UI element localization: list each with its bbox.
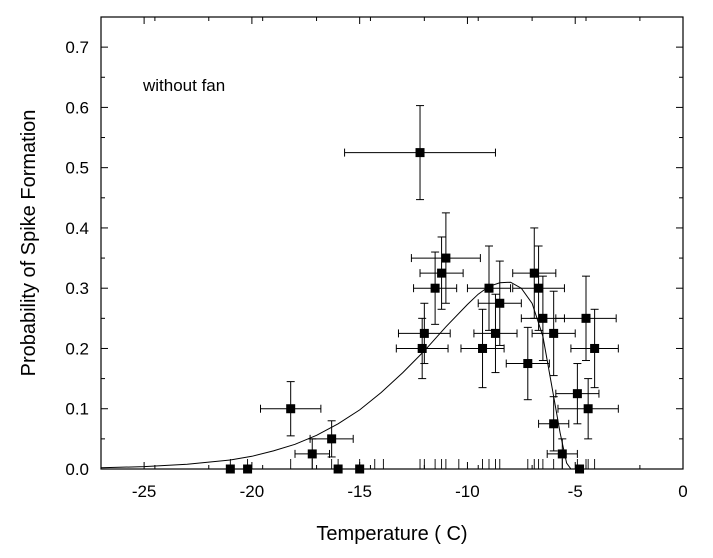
- data-point: [581, 313, 591, 323]
- data-point: [333, 464, 343, 474]
- x-tick-label: -10: [455, 482, 480, 501]
- y-tick-label: 0.3: [65, 279, 89, 298]
- data-point: [575, 464, 585, 474]
- y-axis-title: Probability of Spike Formation: [18, 110, 40, 377]
- data-point: [495, 298, 505, 308]
- y-tick-label: 0.2: [65, 339, 89, 358]
- y-tick-label: 0.1: [65, 400, 89, 419]
- data-point: [549, 419, 559, 429]
- data-point: [478, 343, 488, 353]
- data-point: [307, 449, 317, 459]
- data-markers: [225, 148, 600, 474]
- x-tick-label: -25: [132, 482, 157, 501]
- data-point: [225, 464, 235, 474]
- data-point: [415, 148, 425, 158]
- y-tick-label: 0.5: [65, 159, 89, 178]
- data-point: [590, 343, 600, 353]
- data-point: [534, 283, 544, 293]
- data-point: [523, 359, 533, 369]
- y-tick-label: 0.7: [65, 38, 89, 57]
- data-point: [441, 253, 451, 263]
- y-tick-label: 0.6: [65, 98, 89, 117]
- data-point: [538, 313, 548, 323]
- data-point: [583, 404, 593, 414]
- data-point: [529, 268, 539, 278]
- x-axis-title: Temperature ( C): [316, 523, 467, 545]
- y-tick-label: 0.4: [65, 219, 89, 238]
- x-rug-ticks: [229, 459, 596, 469]
- data-point: [419, 328, 429, 338]
- data-point: [243, 464, 253, 474]
- y-tick-label: 0.0: [65, 460, 89, 479]
- data-point: [417, 343, 427, 353]
- x-tick-label: 0: [678, 482, 687, 501]
- data-point: [327, 434, 337, 444]
- data-point: [286, 404, 296, 414]
- data-point: [572, 389, 582, 399]
- annotation-without-fan: without fan: [142, 76, 225, 95]
- x-tick-label: -20: [240, 482, 265, 501]
- data-point: [437, 268, 447, 278]
- data-point: [484, 283, 494, 293]
- data-point: [549, 328, 559, 338]
- data-point: [430, 283, 440, 293]
- plot-frame: [100, 16, 684, 470]
- data-point: [557, 449, 567, 459]
- data-point: [355, 464, 365, 474]
- x-tick-label: -15: [347, 482, 372, 501]
- plot-border: [100, 16, 684, 470]
- data-point: [490, 328, 500, 338]
- x-tick-label: -5: [568, 482, 583, 501]
- x-axis-ticks: -25 -20 -15 -10 -5 0: [100, 17, 688, 501]
- y-axis-ticks: 0.0 0.1 0.2 0.3 0.4 0.5 0.6 0.7: [65, 16, 683, 479]
